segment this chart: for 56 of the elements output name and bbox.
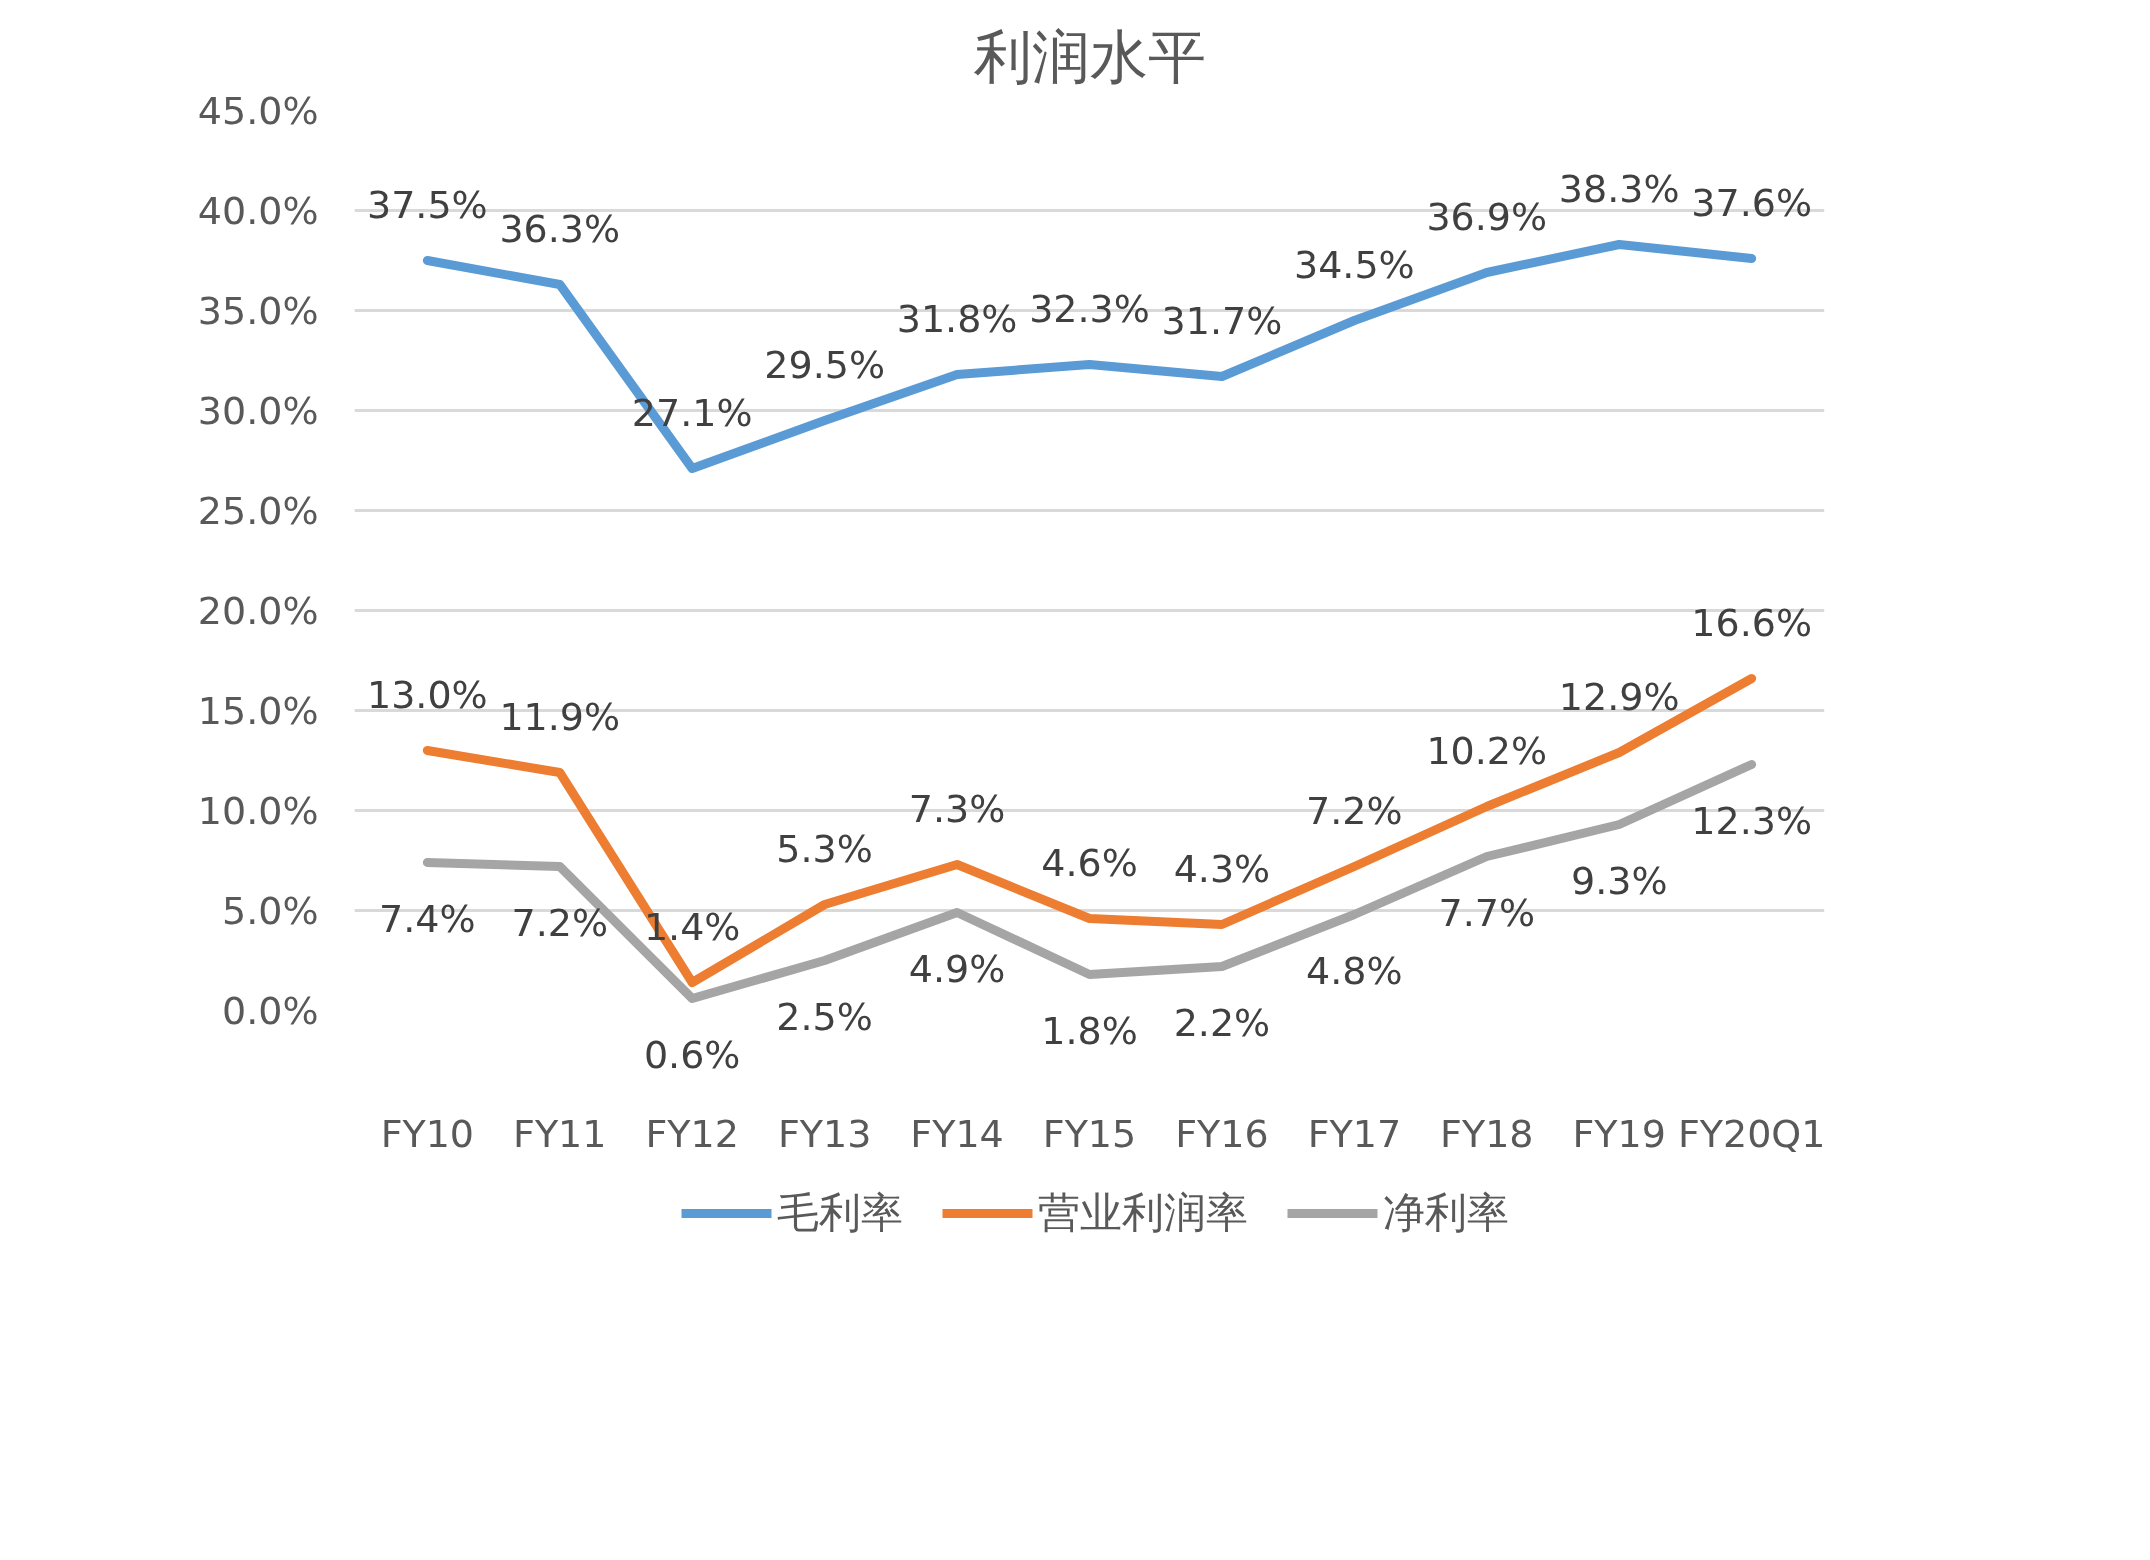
data-label: 38.3% (1558, 166, 1680, 211)
x-tick-label: FY19 (1572, 1111, 1666, 1156)
x-tick-label: FY20Q1 (1677, 1111, 1826, 1156)
y-tick-label: 5.0% (221, 888, 319, 933)
y-tick-label: 40.0% (197, 188, 319, 233)
data-label: 12.9% (1558, 674, 1680, 719)
data-label: 4.6% (1041, 840, 1138, 885)
data-label: 7.3% (908, 786, 1006, 831)
x-tick-label: FY15 (1042, 1111, 1137, 1156)
y-tick-label: 20.0% (197, 588, 319, 633)
legend-label: 毛利率 (776, 1187, 903, 1239)
x-tick-label: FY13 (777, 1111, 872, 1156)
y-tick-label: 15.0% (197, 688, 319, 733)
data-label: 7.2% (1306, 788, 1403, 833)
data-label: 4.9% (908, 946, 1006, 991)
data-label: 11.9% (499, 694, 621, 739)
y-tick-label: 10.0% (197, 788, 319, 833)
legend-label: 净利率 (1382, 1187, 1509, 1239)
x-tick-label: FY11 (513, 1111, 607, 1156)
x-tick-label: FY10 (380, 1111, 475, 1156)
data-label: 10.2% (1426, 728, 1548, 773)
x-tick-label: FY16 (1175, 1111, 1269, 1156)
data-label: 16.6% (1691, 600, 1813, 645)
data-label: 13.0% (366, 672, 488, 717)
data-label: 29.5% (764, 342, 885, 387)
data-label: 7.4% (379, 896, 476, 941)
data-label: 4.8% (1306, 948, 1403, 993)
data-label: 32.3% (1029, 286, 1150, 331)
data-label: 1.8% (1041, 1008, 1138, 1053)
y-tick-label: 25.0% (197, 488, 319, 533)
data-label: 7.2% (511, 900, 609, 945)
y-tick-label: 30.0% (197, 388, 319, 433)
x-tick-label: FY18 (1440, 1111, 1534, 1156)
data-label: 9.3% (1570, 858, 1668, 903)
data-label: 36.3% (499, 206, 621, 251)
chart-title: 利润水平 (973, 22, 1206, 91)
x-tick-label: FY14 (910, 1111, 1004, 1156)
data-label: 37.5% (366, 182, 488, 227)
data-label: 2.5% (776, 994, 873, 1039)
data-label: 34.5% (1294, 242, 1415, 287)
data-label: 31.7% (1161, 298, 1283, 343)
data-label: 2.2% (1173, 1000, 1271, 1045)
y-tick-label: 45.0% (197, 88, 319, 133)
data-label: 31.8% (896, 296, 1018, 341)
data-label: 4.3% (1173, 846, 1271, 891)
data-label: 12.3% (1691, 798, 1813, 843)
data-label: 0.6% (643, 1032, 741, 1077)
x-tick-label: FY12 (645, 1111, 739, 1156)
y-tick-label: 0.0% (221, 988, 319, 1033)
data-label: 36.9% (1426, 194, 1548, 239)
legend-label: 营业利润率 (1037, 1187, 1248, 1239)
data-label: 7.7% (1438, 890, 1536, 935)
x-tick-label: FY17 (1307, 1111, 1402, 1156)
data-label: 5.3% (776, 826, 873, 871)
data-label: 37.6% (1691, 180, 1813, 225)
y-tick-label: 35.0% (197, 288, 319, 333)
